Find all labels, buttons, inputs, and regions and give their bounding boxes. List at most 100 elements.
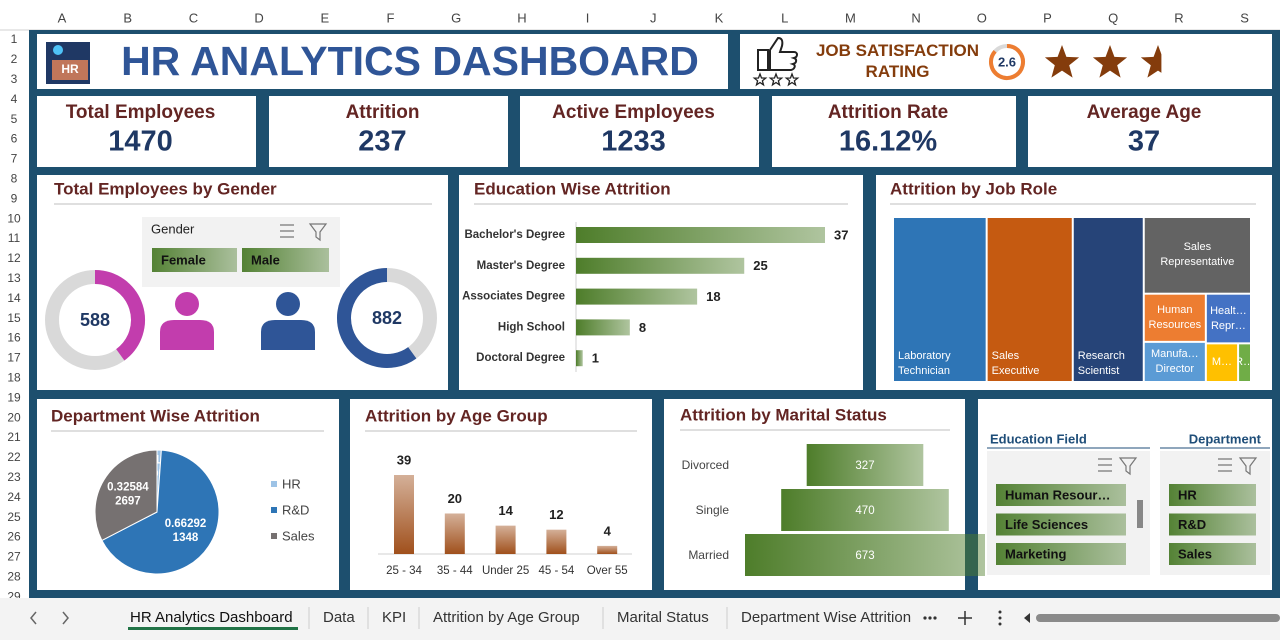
treemap-label-box: Research Scientist xyxy=(1077,350,1125,377)
slicer-button xyxy=(1169,484,1256,506)
column-header: B xyxy=(123,10,132,25)
value-label: 4 xyxy=(604,523,612,538)
panel xyxy=(37,96,256,167)
sheet-tab[interactable]: KPI xyxy=(382,609,406,626)
panel-title: Attrition by Age Group xyxy=(365,406,548,425)
slicer-item: Marketing xyxy=(1005,546,1066,561)
legend-swatch xyxy=(271,481,277,487)
bar xyxy=(546,529,567,554)
column-header: F xyxy=(387,10,395,25)
sheet-tab[interactable]: HR Analytics Dashboard xyxy=(130,609,293,626)
kpi-label: Active Employees xyxy=(552,102,715,123)
sheet-tab[interactable]: Department Wise Attrition xyxy=(741,609,911,626)
slicer-icons xyxy=(1218,457,1258,476)
slicer-button xyxy=(1169,513,1256,536)
slicer-item: Male xyxy=(251,252,280,267)
person-head xyxy=(276,292,300,316)
slicer-item: Human Resour… xyxy=(1005,487,1110,502)
legend-swatch xyxy=(271,533,277,539)
rating-label-box: JOB SATISFACTION RATING xyxy=(815,41,980,81)
treemap-label: Research Scientist xyxy=(1077,350,1125,377)
treemap-label-box: Human Resources xyxy=(1149,304,1202,331)
treemap-cell xyxy=(1206,294,1250,343)
treemap-label: Manufa… Director xyxy=(1150,347,1199,375)
slicer-button xyxy=(152,248,237,272)
value-label: 8 xyxy=(639,320,646,335)
bar xyxy=(576,350,583,367)
funnel-bar xyxy=(806,444,924,486)
row-header: 10 xyxy=(7,211,21,225)
value-label: 20 xyxy=(448,491,462,506)
value-label: 327 xyxy=(855,460,874,472)
legend-label: Sales xyxy=(282,528,315,543)
sheet-tab[interactable]: Data xyxy=(323,609,355,626)
panel xyxy=(772,96,1016,167)
panel-title: Education Wise Attrition xyxy=(474,179,671,198)
column-header: J xyxy=(650,10,657,25)
panel xyxy=(1028,96,1272,167)
category-label: Under 25 xyxy=(482,565,529,577)
row-header: 21 xyxy=(7,430,21,444)
treemap-label-box: R… xyxy=(1239,356,1250,368)
column-header: D xyxy=(254,10,263,25)
sheet-tab[interactable]: Marital Status xyxy=(617,609,709,626)
category-label: Married xyxy=(688,548,729,562)
row-header: 25 xyxy=(7,510,21,524)
legend-swatch xyxy=(271,507,277,513)
slicer-button xyxy=(996,543,1126,565)
treemap-cell xyxy=(1144,342,1205,381)
gauge-arc xyxy=(989,44,1025,80)
panel-title: Attrition by Job Role xyxy=(890,179,1057,198)
row-header: 16 xyxy=(7,331,21,345)
slicer-item: Female xyxy=(161,252,206,267)
more-dot xyxy=(933,616,937,620)
panel xyxy=(459,175,863,390)
row-header: 28 xyxy=(7,569,21,583)
value-label: 37 xyxy=(834,227,848,242)
row-header: 12 xyxy=(7,251,21,265)
treemap-cell xyxy=(1144,218,1250,293)
slicer-item: Life Sciences xyxy=(1005,517,1088,532)
rating-label: JOB SATISFACTION RATING xyxy=(815,41,980,81)
column-header: M xyxy=(845,10,856,25)
small-star-icon xyxy=(768,72,784,87)
category-label: Bachelor's Degree xyxy=(464,229,565,241)
logo-head xyxy=(53,45,63,55)
active-tab-underline xyxy=(128,627,298,630)
menu-dot xyxy=(998,622,1002,626)
treemap-cell xyxy=(1144,294,1205,341)
menu-dot xyxy=(998,610,1002,614)
pie-slice xyxy=(101,449,220,575)
value-label: 39 xyxy=(397,452,411,467)
slicer-button xyxy=(242,248,329,272)
thumbs-icon xyxy=(757,36,798,71)
treemap-label-box: Sales Representative xyxy=(1160,241,1235,269)
value-label: 1 xyxy=(592,351,599,366)
bar xyxy=(597,545,618,554)
kpi-label: Total Employees xyxy=(66,102,216,123)
value-label: 12 xyxy=(549,507,563,522)
value-label: 18 xyxy=(706,289,720,304)
row-header: 5 xyxy=(11,112,18,126)
column-header: S xyxy=(1240,10,1249,25)
donut-value: 588 xyxy=(80,310,110,330)
bar xyxy=(576,227,825,243)
treemap-label: Healt… Repr… xyxy=(1210,304,1247,332)
panel-title: Total Employees by Gender xyxy=(54,179,277,198)
column-header: L xyxy=(781,10,788,25)
treemap-label: M… xyxy=(1211,356,1233,369)
sheet-tab[interactable]: Attrition by Age Group xyxy=(433,609,580,626)
category-label: 35 - 44 xyxy=(437,565,473,577)
category-label: Single xyxy=(696,503,730,517)
row-header: 19 xyxy=(7,390,21,404)
logo-text: HR xyxy=(61,62,79,76)
rating-value: 2.6 xyxy=(998,54,1016,69)
row-header: 11 xyxy=(8,231,21,245)
value-label: 673 xyxy=(855,550,874,562)
rating-star xyxy=(1092,45,1128,78)
treemap-label: Sales Representative xyxy=(1160,241,1235,269)
row-header: 9 xyxy=(11,191,18,205)
bar xyxy=(576,257,745,274)
kpi-label: Average Age xyxy=(1087,102,1202,123)
treemap-label-box: Healt… Repr… xyxy=(1210,304,1247,332)
